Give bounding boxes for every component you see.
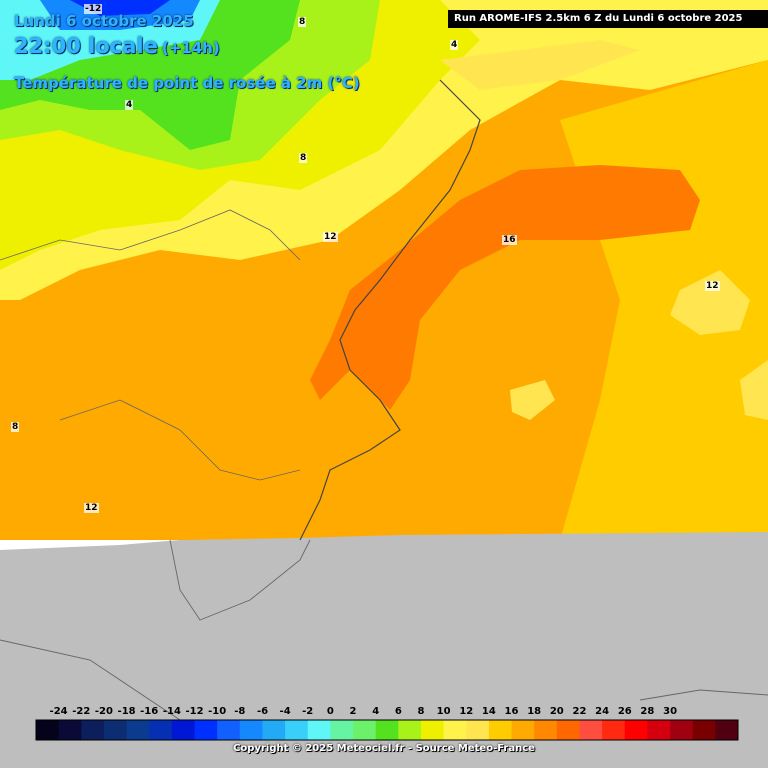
border-line-4 [0,639,181,721]
legend-tick-label: 8 [417,706,425,717]
run-banner: Run AROME-IFS 2.5km 6 Z du Lundi 6 octob… [448,10,768,28]
contour-label: 12 [84,503,99,513]
contour-label: 8 [298,17,307,27]
legend-tick-label: -4 [279,706,291,717]
legend-tick-label: 4 [372,706,380,717]
legend-tick-label: 16 [504,706,519,717]
legend-swatch [103,720,128,740]
legend-color-scale [35,719,739,741]
legend-swatch [624,720,648,740]
mallorca-island [670,270,750,335]
legend-tick-label: 28 [640,706,655,717]
legend-swatch [126,720,150,740]
legend-tick-label: -18 [117,706,136,717]
border-line-1 [0,209,301,261]
legend-tick-label: 22 [572,706,587,717]
border-line-5 [639,689,768,701]
legend-tick-label: -10 [208,706,227,717]
legend-tick-label: 26 [617,706,632,717]
legend-swatch [375,720,399,740]
legend-tick-label: 20 [549,706,564,717]
legend-swatch [466,720,490,740]
local-time: 22:00 locale [14,34,158,58]
contour-label: 8 [299,153,308,163]
pale-band-ne [440,40,640,90]
contour-label: 4 [125,100,134,110]
legend-tick-label: -16 [140,706,159,717]
legend-swatch [602,720,626,740]
legend-tick-label: 0 [326,706,334,717]
parameter-title: Température de point de rosée à 2m (°C) [14,74,360,92]
legend-tick-label: 6 [394,706,402,717]
legend-swatch [488,720,513,740]
legend-tick-label: -2 [302,706,314,717]
legend-tick-label: -12 [185,706,204,717]
contour-label: 12 [705,281,720,291]
legend-tick-label: 10 [436,706,451,717]
legend-swatch [262,720,286,740]
menorca-island [740,360,768,420]
legend-swatch [149,720,173,740]
legend-swatch [556,720,580,740]
legend-swatch [171,720,196,740]
ibiza-island [510,380,555,420]
legend-swatch [534,720,558,740]
legend-swatch [443,720,467,740]
legend-swatch [239,720,263,740]
legend-tick-label: 18 [527,706,542,717]
legend-tick-label: 24 [595,706,610,717]
legend-tick-label: 2 [349,706,357,717]
legend-tick-label: -20 [94,706,113,717]
copyright-text: Copyright © 2025 Meteociel.fr - Source M… [233,743,535,754]
legend-swatch [511,720,535,740]
legend-swatch [579,720,603,740]
coastline [299,79,481,541]
legend-swatch [330,720,354,740]
legend-frame [35,719,739,741]
border-line-2 [59,399,301,481]
border-line-3 [169,539,311,621]
legend-tick-label: -14 [162,706,181,717]
legend-swatch [398,720,422,740]
legend-tick-label: -24 [49,706,68,717]
contour-label: 12 [323,232,338,242]
legend-swatch [58,720,82,740]
legend-swatch [420,720,445,740]
legend-swatch [715,720,739,740]
legend-swatch [81,720,105,740]
legend-swatch [36,720,60,740]
contour-label: -12 [84,4,103,14]
legend-tick-label: -6 [256,706,269,717]
legend-swatch [692,720,716,740]
legend-swatch [285,720,309,740]
legend-tick-label: -22 [72,706,91,717]
warm-tongue-16 [310,165,700,410]
no-data-area [0,532,768,768]
legend-tick-label: 30 [663,706,678,717]
legend-swatch [307,720,331,740]
legend-swatch [217,720,241,740]
lead-time: (+14h) [161,39,220,57]
legend-tick-label: 14 [481,706,496,717]
forecast-date: Lundi 6 octobre 2025 [14,12,194,30]
legend-tick-label: 12 [459,706,474,717]
legend-swatch [353,720,377,740]
legend-swatch [194,720,218,740]
legend-tick-label: -8 [234,706,246,717]
legend-swatch [670,720,694,740]
legend-swatch [647,720,671,740]
contour-label: 16 [502,235,517,245]
contour-label: 8 [11,422,20,432]
forecast-time: 22:00 locale (+14h) [14,34,220,58]
contour-label: 4 [450,40,459,50]
